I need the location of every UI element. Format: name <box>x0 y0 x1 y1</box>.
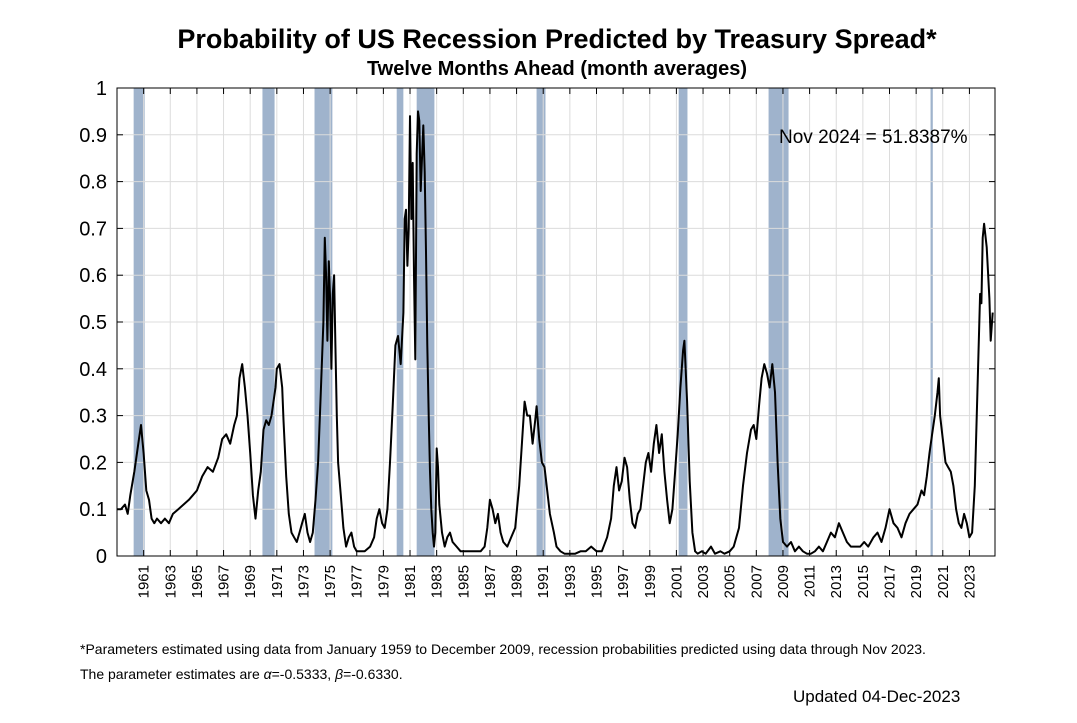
x-tick-label: 2009 <box>775 565 792 598</box>
x-tick-label: 2001 <box>668 565 685 598</box>
beta-symbol: β <box>335 666 344 682</box>
x-tick-label: 1991 <box>535 565 552 598</box>
x-tick-label: 1989 <box>509 565 526 598</box>
y-tick-label: 0.2 <box>79 452 107 474</box>
grid-lines <box>117 87 995 557</box>
x-tick-label: 1975 <box>322 565 339 598</box>
axes <box>116 87 996 557</box>
chart-subtitle: Twelve Months Ahead (month averages) <box>366 58 748 80</box>
latest-value-annotation: Nov 2024 = 51.8387% <box>779 127 968 148</box>
x-tick-label: 1993 <box>562 565 579 598</box>
alpha-value: =-0.5333, <box>271 666 336 682</box>
x-tick-label: 1973 <box>295 565 312 598</box>
footnote-parameters: *Parameters estimated using data from Ja… <box>80 641 926 657</box>
x-tick-label: 1987 <box>482 565 499 598</box>
x-tick-label: 2015 <box>855 565 872 598</box>
y-tick-labels: 0 0.1 0.2 0.3 0.4 0.5 0.6 0.7 0.8 0.9 1 <box>79 78 107 568</box>
probability-series <box>117 110 994 555</box>
x-tick-label: 2011 <box>802 565 819 597</box>
footnote-estimates: The parameter estimates are α=-0.5333, β… <box>80 666 403 682</box>
x-tick-label: 2013 <box>828 565 845 598</box>
y-tick-label: 0.9 <box>79 125 107 147</box>
x-tick-label: 1999 <box>642 565 659 598</box>
y-tick-label: 0.3 <box>79 406 107 428</box>
x-tick-label: 1961 <box>136 565 153 598</box>
x-tick-label: 1965 <box>189 565 206 598</box>
y-tick-label: 1 <box>96 78 107 100</box>
x-tick-label: 2017 <box>882 565 899 598</box>
footnote-estimates-prefix: The parameter estimates are <box>80 666 264 682</box>
x-tick-label: 1967 <box>216 565 233 598</box>
x-tick-labels: 1961 1963 1965 1967 1969 1971 1973 1975 1977 1979… <box>136 565 979 598</box>
x-tick-label: 2019 <box>908 565 925 598</box>
series-line <box>117 110 994 555</box>
x-tick-label: 2007 <box>748 565 765 598</box>
x-tick-label: 2021 <box>935 565 952 598</box>
plot-frame <box>116 87 996 557</box>
x-tick-label: 2023 <box>961 565 978 598</box>
chart-title: Probability of US Recession Predicted by… <box>177 24 937 54</box>
x-tick-label: 1979 <box>375 565 392 598</box>
alpha-symbol: α <box>263 666 272 682</box>
y-tick-label: 0.7 <box>79 218 107 240</box>
x-tick-label: 1969 <box>242 565 259 598</box>
y-tick-label: 0.6 <box>79 265 107 287</box>
x-tick-label: 1981 <box>402 565 419 598</box>
x-tick-label: 2005 <box>722 565 739 598</box>
x-tick-label: 1963 <box>162 565 179 598</box>
x-tick-label: 1983 <box>429 565 446 598</box>
x-tick-label: 1985 <box>455 565 472 598</box>
y-tick-label: 0.4 <box>79 359 107 381</box>
y-tick-label: 0.5 <box>79 312 107 334</box>
beta-value: =-0.6330. <box>343 666 403 682</box>
x-tick-label: 1971 <box>269 565 286 598</box>
chart-plot: 00.10.20.30.40.50.60.70.80.91 1961 1963 19… <box>79 78 996 598</box>
y-tick-label: 0 <box>96 546 107 568</box>
updated-date: Updated 04-Dec-2023 <box>793 687 961 706</box>
y-tick-label: 0.1 <box>79 499 107 521</box>
x-tick-label: 2003 <box>695 565 712 598</box>
x-tick-label: 1995 <box>588 565 605 598</box>
x-tick-label: 1997 <box>615 565 632 598</box>
x-tick-label: 1977 <box>349 565 366 598</box>
y-tick-label: 0.8 <box>79 172 107 194</box>
